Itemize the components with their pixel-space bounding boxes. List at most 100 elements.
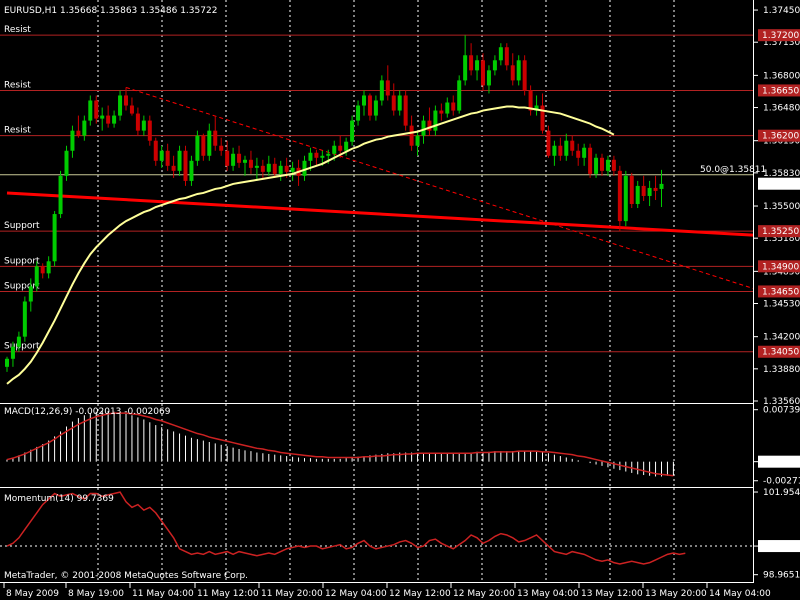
bear-candle — [165, 150, 170, 166]
bull-candle — [159, 150, 164, 161]
bear-candle — [641, 185, 646, 196]
momentum-ref-label: 100.0000 — [762, 542, 800, 552]
time-tick-label: 11 May 04:00 — [132, 589, 194, 599]
price-tick-label: 1.36480 — [763, 104, 800, 114]
price-axis[interactable]: 1.37450 1.37130 1.36800 1.36480 1.36150 1.358… — [753, 6, 800, 581]
bull-candle — [231, 153, 236, 166]
bull-candle — [16, 336, 21, 347]
bull-candle — [534, 105, 539, 111]
bear-candle — [147, 120, 152, 141]
level-price-tag-label: 1.34900 — [762, 262, 799, 272]
last-price-label: 1.35722 — [762, 180, 799, 190]
bear-candle — [183, 150, 188, 181]
bull-candle — [552, 145, 557, 156]
bull-candle — [356, 105, 361, 121]
bull-candle — [332, 145, 337, 154]
bear-candle — [338, 145, 343, 151]
time-tick-label: 8 May 19:00 — [68, 589, 124, 599]
trendlines — [6, 86, 754, 289]
bear-candle — [248, 159, 253, 168]
price-tick-label: 1.37130 — [763, 38, 800, 48]
price-tick-label: 1.33880 — [763, 365, 800, 375]
bear-candle — [76, 130, 81, 136]
level-price-tag — [758, 285, 800, 298]
price-pane-title: EURUSD,H1 1.35668 1.35863 1.35486 1.3572… — [4, 6, 217, 16]
bear-candle — [510, 65, 515, 81]
bull-candle — [344, 141, 349, 151]
bear-candle — [40, 266, 45, 274]
bear-candle — [385, 80, 390, 96]
bull-candle — [350, 120, 355, 142]
bear-candle — [314, 152, 319, 158]
copyright-footer: MetaTrader, © 2001-2008 MetaQuotes Softw… — [4, 571, 248, 581]
bull-candle — [498, 47, 503, 61]
level-price-tag-label: 1.36650 — [762, 86, 799, 96]
time-tick-label: 13 May 12:00 — [581, 589, 643, 599]
time-axis[interactable]: 8 May 2009 8 May 19:00 11 May 04:00 11 May … — [3, 583, 771, 599]
price-tick-label: 1.35830 — [763, 169, 800, 179]
bull-candle — [594, 157, 599, 174]
level-label: Support — [4, 256, 40, 266]
price-tick-label: 1.36150 — [763, 137, 800, 147]
momentum-pane[interactable]: Momentum(14) 99.7369 MetaTrader, © 2001-… — [0, 488, 753, 582]
bear-candle — [367, 95, 372, 116]
macd-zero-label: 0.00000 — [762, 458, 799, 468]
level-price-tag — [758, 29, 800, 42]
level-price-tag-label: 1.34050 — [762, 348, 799, 358]
macd-pane[interactable]: MACD(12,26,9) -0.002013 -0.002069 — [0, 404, 753, 487]
solid-trendline — [6, 191, 754, 237]
time-tick-label: 12 May 04:00 — [325, 589, 387, 599]
bear-candle — [558, 145, 563, 156]
macd-signal-line — [6, 412, 674, 477]
bull-candle — [605, 159, 610, 171]
bull-candle — [564, 140, 569, 156]
bear-candle — [225, 150, 230, 166]
bear-candle — [588, 147, 593, 174]
bull-candle — [457, 80, 462, 111]
bull-candle — [278, 165, 283, 174]
price-tick-label: 1.36800 — [763, 71, 800, 81]
momentum-grid — [0, 488, 753, 582]
level-label: Support — [4, 342, 40, 352]
support-resistance-levels: Resist Resist Resist Support Support Support S… — [0, 25, 753, 353]
time-tick-label: 11 May 20:00 — [261, 589, 323, 599]
bull-candle — [623, 175, 628, 222]
bear-candle — [409, 125, 414, 146]
time-tick-label: 14 May 04:00 — [709, 589, 771, 599]
bull-candle — [635, 185, 640, 205]
momentum-tick-label: 98.9651 — [763, 571, 800, 581]
bear-candle — [106, 115, 111, 124]
bull-candle — [141, 120, 146, 131]
time-tick-label: 12 May 12:00 — [389, 589, 451, 599]
bull-candle — [100, 115, 105, 119]
level-price-tag — [758, 84, 800, 97]
bull-candle — [445, 102, 450, 114]
bull-candle — [373, 100, 378, 116]
momentum-tick-label: 101.9544 — [763, 488, 800, 498]
bear-candle — [94, 100, 99, 119]
time-tick-label: 12 May 20:00 — [453, 589, 515, 599]
level-price-tag-label: 1.34650 — [762, 287, 799, 297]
bull-candle — [362, 95, 366, 106]
price-pane[interactable]: Resist Resist Resist Support Support Support S… — [0, 0, 766, 403]
momentum-polyline — [6, 491, 686, 565]
bull-candle — [290, 167, 295, 172]
bull-candle — [266, 163, 271, 172]
level-label: Resist — [4, 80, 31, 90]
bull-candle — [397, 95, 402, 111]
fib-label: 50.0@1.35811 — [700, 165, 766, 175]
bear-candle — [427, 120, 432, 131]
bull-candle — [463, 55, 468, 81]
bull-candle — [421, 120, 426, 136]
bull-candle — [46, 261, 51, 274]
bear-candle — [439, 110, 444, 114]
level-price-tag — [758, 225, 800, 238]
momentum-title: Momentum(14) 99.7369 — [4, 494, 114, 504]
bull-candle — [177, 150, 182, 171]
bear-candle — [617, 170, 622, 222]
level-price-tag — [758, 260, 800, 273]
level-label: Support — [4, 221, 40, 231]
bull-candle — [492, 60, 497, 71]
momentum-ref-tag — [758, 540, 800, 553]
